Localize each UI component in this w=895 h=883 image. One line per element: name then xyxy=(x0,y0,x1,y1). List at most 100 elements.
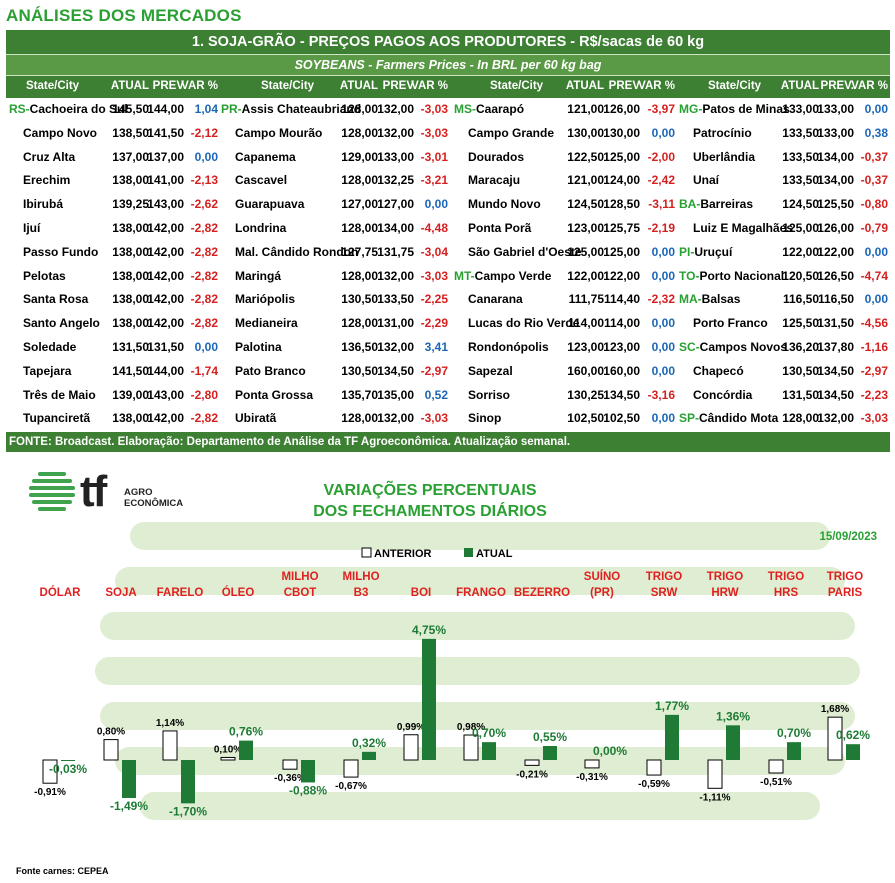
category-label: FARELO xyxy=(157,587,204,599)
cell-atual: 138,00 xyxy=(112,411,149,426)
cell-var: -3,03 xyxy=(860,411,888,426)
bar-atual xyxy=(482,742,496,760)
data-label-anterior: -0,59% xyxy=(638,779,670,790)
category-label: HRS xyxy=(774,587,799,599)
city-name: Barreiras xyxy=(700,197,754,212)
cell-var: -4,48 xyxy=(420,221,448,235)
cell-var: -2,80 xyxy=(190,387,218,402)
bar-atual xyxy=(301,760,315,783)
cell-var: 0,52 xyxy=(424,387,448,402)
chart-date: 15/09/2023 xyxy=(819,531,877,543)
data-label-anterior: -0,21% xyxy=(516,769,548,780)
cell-var: -3,11 xyxy=(648,197,675,212)
table-body: RS-Cachoeira do Sul 145,50 144,00 1,04 Campo… xyxy=(6,98,890,432)
cell-var: -3,01 xyxy=(420,149,448,164)
cell-var: -2,12 xyxy=(190,125,218,140)
logo-mark: tf xyxy=(80,467,108,516)
category-label: TRIGO xyxy=(646,571,682,583)
table-row-city: Dourados xyxy=(468,149,525,164)
table-column-headers: State/City ATUAL PREV VAR % State/City ATUAL P… xyxy=(6,75,890,98)
cell-var: -0,79 xyxy=(860,221,888,235)
cell-atual: 133,50 xyxy=(782,149,819,164)
table-row-city: Ijuí xyxy=(23,221,41,235)
cell-prev: 160,00 xyxy=(603,363,640,378)
table-row-city: Campo Novo xyxy=(23,125,98,140)
logo-line1: AGRO xyxy=(124,487,153,498)
state-code: PR- xyxy=(221,102,242,116)
data-label-anterior: -1,11% xyxy=(699,792,730,803)
cell-atual: 141,50 xyxy=(112,363,149,378)
bar-anterior xyxy=(103,739,119,761)
cell-var: -2,82 xyxy=(190,244,218,259)
table-row-city: Ponta Porã xyxy=(468,221,532,235)
cell-atual: 129,00 xyxy=(341,149,378,164)
table-row-city: Cruz Alta xyxy=(23,149,76,164)
state-code: MG- xyxy=(679,102,703,116)
cell-var: 1,04 xyxy=(194,102,218,116)
header-atual: ATUAL xyxy=(780,80,819,92)
cell-prev: 133,00 xyxy=(817,102,854,116)
state-code: SP- xyxy=(679,411,700,426)
bar-anterior xyxy=(646,759,662,776)
cell-var: 3,41 xyxy=(424,340,448,354)
bar-atual xyxy=(239,740,253,760)
cell-atual: 130,25 xyxy=(567,387,604,402)
table-row-city: Canarana xyxy=(468,292,523,307)
state-code: MA- xyxy=(679,292,702,307)
table-row-city: Porto Franco xyxy=(693,316,768,331)
cell-prev: 124,00 xyxy=(603,173,640,188)
bar-anterior xyxy=(827,716,843,761)
table-row-city: Ubiratã xyxy=(235,411,277,426)
bar-anterior xyxy=(343,759,359,778)
cell-var: -2,82 xyxy=(190,292,218,307)
city-name: Cândido Mota xyxy=(699,411,779,426)
header-prev: PREV. xyxy=(820,80,854,92)
data-label-atual: 0,32% xyxy=(352,736,386,750)
header-prev: PREV xyxy=(382,80,414,92)
cell-prev: 131,00 xyxy=(377,316,414,331)
table-row-city: SC-Campos Novos xyxy=(679,340,787,354)
header-state-city: State/City xyxy=(26,80,80,92)
bar-atual xyxy=(846,744,860,760)
data-label-anterior: -0,31% xyxy=(576,772,608,783)
header-prev: PREV xyxy=(608,80,640,92)
cell-prev: 132,00 xyxy=(817,411,854,426)
category-label: BEZERRO xyxy=(514,587,570,599)
cell-atual: 128,00 xyxy=(341,173,378,188)
header-atual: ATUAL xyxy=(565,80,604,92)
cell-atual: 116,50 xyxy=(782,292,819,307)
bar-anterior xyxy=(42,759,58,784)
cell-prev: 125,00 xyxy=(603,149,640,164)
cell-atual: 125,50 xyxy=(782,316,819,331)
table-row-city: Medianeira xyxy=(235,316,298,331)
data-label-atual: -1,49% xyxy=(110,799,148,813)
table-row-city: Concórdia xyxy=(693,387,753,402)
category-label: (PR) xyxy=(590,587,614,599)
cell-var: -2,23 xyxy=(860,387,888,402)
table-row-city: Unaí xyxy=(693,173,720,188)
cell-atual: 125,00 xyxy=(782,221,819,235)
cell-atual: 138,00 xyxy=(112,173,149,188)
cell-prev: 130,00 xyxy=(603,125,640,140)
cell-prev: 127,00 xyxy=(377,197,414,212)
cell-atual: 133,50 xyxy=(782,125,819,140)
data-label-atual: 4,75% xyxy=(412,623,446,637)
cell-prev: 134,50 xyxy=(603,387,640,402)
cell-var: -2,97 xyxy=(420,363,448,378)
table-row-city: Mal. Cândido Rondon xyxy=(235,244,359,259)
legend-label-atual: ATUAL xyxy=(476,548,513,560)
data-label-atual: 0,55% xyxy=(533,730,567,744)
cell-prev: 135,00 xyxy=(377,387,414,402)
bar-atual xyxy=(362,751,376,760)
table-row-city: Luiz E Magalhães xyxy=(693,221,794,235)
cell-prev: 142,00 xyxy=(147,244,184,259)
cell-atual: 121,00 xyxy=(567,102,604,116)
header-state-city: State/City xyxy=(490,80,544,92)
table-row-city: Ponta Grossa xyxy=(235,387,314,402)
cell-atual: 128,00 xyxy=(341,411,378,426)
cell-var: -3,04 xyxy=(420,244,448,259)
cell-atual: 128,00 xyxy=(341,102,378,116)
data-label-atual: 0,70% xyxy=(777,726,811,740)
cell-var: 0,38 xyxy=(864,125,888,140)
cell-var: -3,03 xyxy=(420,411,448,426)
